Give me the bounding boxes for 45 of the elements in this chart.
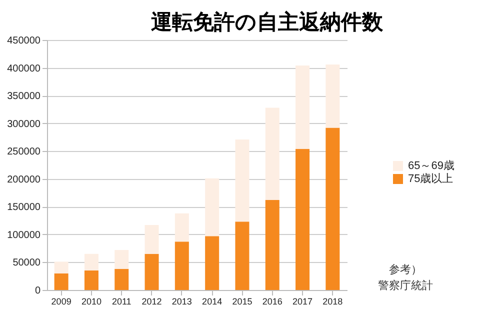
x-tick-label: 2010 <box>81 296 102 306</box>
bar <box>144 254 159 290</box>
x-tick-label: 2017 <box>292 296 313 306</box>
bar <box>235 139 250 222</box>
y-tick-label: 50000 <box>12 258 41 269</box>
x-tick-label: 2014 <box>202 296 222 306</box>
x-tick-label: 2018 <box>322 296 343 306</box>
bar <box>326 128 340 290</box>
bar <box>205 236 220 290</box>
legend-label: 65～69歳 <box>408 159 454 172</box>
x-tick-label: 2009 <box>51 296 72 306</box>
bar <box>205 178 220 236</box>
bar <box>54 273 68 290</box>
bar <box>144 225 159 254</box>
bar <box>265 108 280 200</box>
y-tick-label: 200000 <box>7 174 41 186</box>
y-tick-label: 150000 <box>7 202 41 214</box>
bar <box>84 270 98 290</box>
bar <box>326 64 340 128</box>
bar <box>84 254 98 271</box>
bar <box>114 268 129 290</box>
y-tick-label: 0 <box>34 286 41 296</box>
bar <box>296 66 310 149</box>
legend-label: 75歳以上 <box>408 172 454 185</box>
bar <box>174 213 189 242</box>
bar <box>114 250 129 269</box>
y-tick-label: 250000 <box>7 146 41 158</box>
x-tick-label: 2015 <box>232 296 252 306</box>
text: 参考） <box>388 262 423 278</box>
x-tick-label: 2016 <box>262 296 282 306</box>
y-tick-label: 400000 <box>7 63 41 74</box>
bar <box>54 262 68 274</box>
text: 警察庁統計 <box>378 278 433 294</box>
y-tick-label: 450000 <box>7 36 41 46</box>
bar <box>235 222 250 290</box>
chart-title: 運転免許の自主返納件数 <box>151 10 384 34</box>
bar <box>265 200 280 290</box>
y-tick-label: 100000 <box>7 230 41 241</box>
bar <box>296 148 310 290</box>
bar <box>174 242 189 290</box>
x-tick-label: 2013 <box>172 296 192 306</box>
y-tick-label: 300000 <box>7 118 41 130</box>
x-tick-label: 2012 <box>142 296 162 306</box>
y-tick-label: 350000 <box>7 91 41 102</box>
x-tick-label: 2011 <box>112 296 132 306</box>
